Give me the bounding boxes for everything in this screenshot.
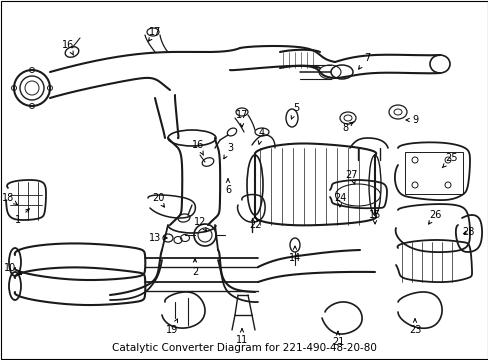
Text: 1: 1 — [15, 209, 29, 225]
Text: 9: 9 — [405, 115, 417, 125]
Text: 17: 17 — [235, 110, 248, 127]
Text: 17: 17 — [148, 27, 161, 41]
Bar — [404, 152, 462, 194]
Text: 16: 16 — [62, 40, 74, 55]
Text: 12: 12 — [193, 217, 206, 231]
Text: 6: 6 — [224, 179, 231, 195]
Text: 16: 16 — [191, 140, 203, 155]
Text: 7: 7 — [358, 53, 369, 69]
Text: 13: 13 — [148, 233, 167, 243]
Text: 28: 28 — [461, 227, 473, 237]
Text: 8: 8 — [341, 122, 352, 133]
Text: 3: 3 — [224, 143, 233, 159]
Text: 23: 23 — [408, 319, 420, 335]
Text: 24: 24 — [333, 193, 346, 207]
Text: Catalytic Converter Diagram for 221-490-48-20-80: Catalytic Converter Diagram for 221-490-… — [111, 343, 376, 353]
Text: 2: 2 — [191, 259, 198, 277]
Text: 19: 19 — [165, 319, 178, 335]
Text: 21: 21 — [331, 331, 344, 347]
Text: 18: 18 — [2, 193, 17, 204]
Text: 20: 20 — [151, 193, 164, 207]
Text: 22: 22 — [248, 216, 261, 230]
Text: 14: 14 — [288, 246, 301, 263]
Text: 26: 26 — [428, 210, 440, 224]
Text: 11: 11 — [235, 329, 247, 345]
Text: 15: 15 — [368, 210, 381, 224]
Text: 4: 4 — [258, 128, 264, 144]
Text: 5: 5 — [290, 103, 299, 119]
Text: 10: 10 — [4, 263, 21, 275]
Text: 25: 25 — [441, 153, 457, 168]
Text: 27: 27 — [345, 170, 358, 184]
